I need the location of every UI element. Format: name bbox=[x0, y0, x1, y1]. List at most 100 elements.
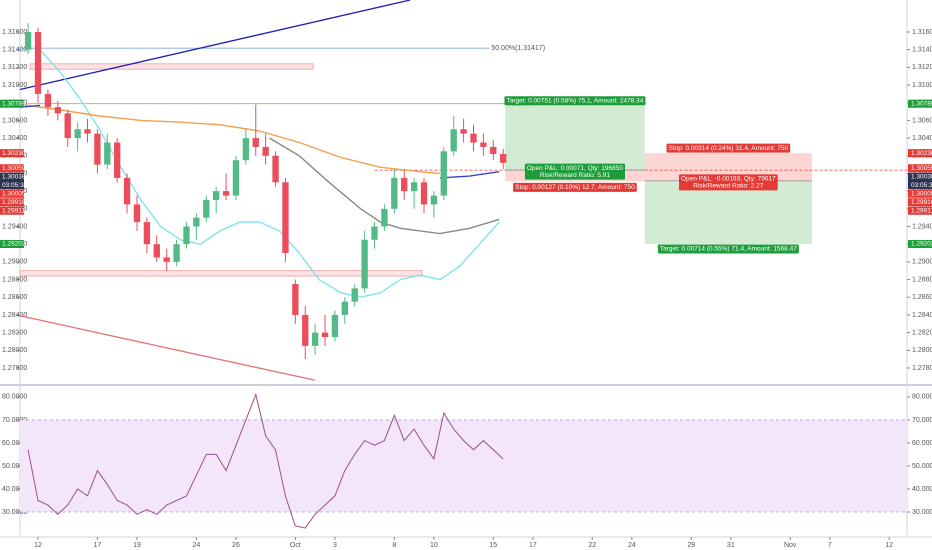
candle-body bbox=[420, 182, 428, 205]
y-tick-label: 1.29000 bbox=[2, 259, 27, 266]
target-zone bbox=[644, 180, 812, 245]
candle-body bbox=[351, 288, 358, 302]
label-box bbox=[666, 143, 791, 153]
price-label: 1.30230 bbox=[2, 150, 26, 157]
y-tick-label: 1.31600 bbox=[2, 29, 27, 36]
candle-body bbox=[54, 107, 61, 114]
candle-body bbox=[173, 244, 180, 262]
candle-body bbox=[371, 226, 378, 240]
candle-body bbox=[104, 142, 111, 165]
price-label: 1.29916 bbox=[911, 199, 932, 206]
price-label-box bbox=[0, 149, 24, 158]
x-tick-label: 19 bbox=[133, 542, 141, 549]
label-box bbox=[679, 174, 778, 191]
y-tick-label: 1.30400 bbox=[2, 135, 27, 142]
candle-body bbox=[64, 113, 71, 139]
price-label: 1.30059 bbox=[911, 165, 932, 172]
candle-body bbox=[44, 93, 52, 108]
x-tick-label: 17 bbox=[529, 542, 537, 549]
pnl-label: Open P&L: 0.00071, Qty: 196850Risk/Rewar… bbox=[524, 163, 626, 180]
price-label: 1.30038 bbox=[2, 173, 26, 180]
y-tick-label: 1.30600 bbox=[2, 117, 27, 124]
label-box bbox=[513, 182, 637, 192]
y-tick-label: 70.0000 bbox=[912, 417, 932, 424]
y-tick-label: 1.28000 bbox=[2, 347, 27, 354]
x-tick-label: 7 bbox=[828, 542, 832, 549]
y-tick-label: 1.30400 bbox=[912, 135, 932, 142]
price-label-box bbox=[0, 198, 24, 207]
y-tick-label: 1.28600 bbox=[2, 294, 27, 301]
x-tick-label: 26 bbox=[232, 542, 240, 549]
price-label: 1.30038 bbox=[911, 173, 932, 180]
x-tick-label: 24 bbox=[628, 542, 636, 549]
y-tick-label: 1.31200 bbox=[912, 64, 932, 71]
y-tick-label: 30.0000 bbox=[2, 509, 27, 516]
pnl-label: Open P&L: -0.00193, Qty: 79617Risk/Rewar… bbox=[679, 174, 778, 191]
label-text: Target: 0.00751 (0.58%) 75.1, Amount: 24… bbox=[506, 97, 643, 104]
label-text: Stop: 0.00314 (0.24%) 31.4, Amount: 750 bbox=[669, 145, 789, 152]
candle-body bbox=[222, 191, 230, 196]
label-box bbox=[524, 163, 626, 180]
candle-body bbox=[341, 301, 348, 315]
candle-body bbox=[242, 138, 250, 161]
countdown-label: 03:05:34 bbox=[2, 182, 28, 189]
y-tick-label: 1.29000 bbox=[912, 259, 932, 266]
fib-label: 50.00%(1.31417) bbox=[491, 45, 545, 52]
x-tick-label: 8 bbox=[392, 542, 396, 549]
candle-body bbox=[410, 182, 418, 192]
label-box bbox=[504, 96, 646, 106]
price-label-box bbox=[0, 206, 24, 215]
y-tick-label: 50.0000 bbox=[2, 463, 27, 470]
price-label-box bbox=[0, 240, 24, 249]
y-tick-label: 1.31400 bbox=[912, 47, 932, 54]
candle-body bbox=[282, 182, 289, 254]
price-label: 1.30059 bbox=[2, 165, 26, 172]
y-tick-label: 1.30600 bbox=[912, 117, 932, 124]
y-tick-label: 60.0000 bbox=[2, 440, 27, 447]
position-label: Target: 0.00714 (0.55%) 71.4, Amount: 15… bbox=[657, 244, 799, 254]
x-tick-label: Oct bbox=[290, 542, 301, 549]
zone bbox=[19, 270, 423, 277]
y-tick-label: 1.29400 bbox=[912, 223, 932, 230]
candle-body bbox=[460, 129, 467, 134]
candle-body bbox=[203, 199, 210, 218]
y-tick-label: 40.0000 bbox=[912, 486, 932, 493]
price-label: 1.30789 bbox=[2, 100, 26, 107]
candle-body bbox=[114, 142, 121, 178]
price-label: 1.30005 bbox=[2, 190, 26, 197]
candle-body bbox=[84, 129, 91, 134]
candle-body bbox=[34, 32, 42, 94]
price-label-box bbox=[0, 164, 24, 173]
x-tick-label: 10 bbox=[430, 542, 438, 549]
candle-body bbox=[311, 332, 319, 346]
trend-line bbox=[19, 0, 411, 91]
y-tick-label: 1.31000 bbox=[2, 82, 27, 89]
candle-body bbox=[470, 133, 477, 143]
price-label: 1.29202 bbox=[911, 241, 932, 248]
x-tick-label: 12 bbox=[34, 542, 42, 549]
y-tick-label: 1.27800 bbox=[2, 365, 27, 372]
y-tick-label: 70.0000 bbox=[2, 417, 27, 424]
y-tick-label: 1.28800 bbox=[912, 276, 932, 283]
y-tick-label: 1.28200 bbox=[2, 329, 27, 336]
label-text: Open P&L: -0.00193, Qty: 79617 bbox=[681, 176, 776, 183]
candle-body bbox=[143, 222, 151, 245]
price-label-box bbox=[908, 198, 932, 207]
price-label-box bbox=[908, 189, 932, 198]
label-text: Open P&L: 0.00071, Qty: 196850 bbox=[527, 165, 624, 172]
countdown-label: 03:05:34 bbox=[911, 182, 932, 189]
y-tick-label: 1.28600 bbox=[912, 294, 932, 301]
candle-body bbox=[74, 129, 81, 139]
candle-body bbox=[252, 138, 259, 147]
y-tick-label: 40.0000 bbox=[2, 486, 27, 493]
y-tick-label: 1.28400 bbox=[2, 312, 27, 319]
candle-body bbox=[94, 133, 101, 165]
price-label-box bbox=[908, 206, 932, 215]
candle-body bbox=[500, 154, 507, 163]
candle-body bbox=[193, 217, 200, 227]
candle-body bbox=[401, 177, 408, 192]
rsi-band bbox=[20, 419, 907, 512]
candle-body bbox=[381, 208, 388, 227]
candle-body bbox=[183, 226, 190, 245]
